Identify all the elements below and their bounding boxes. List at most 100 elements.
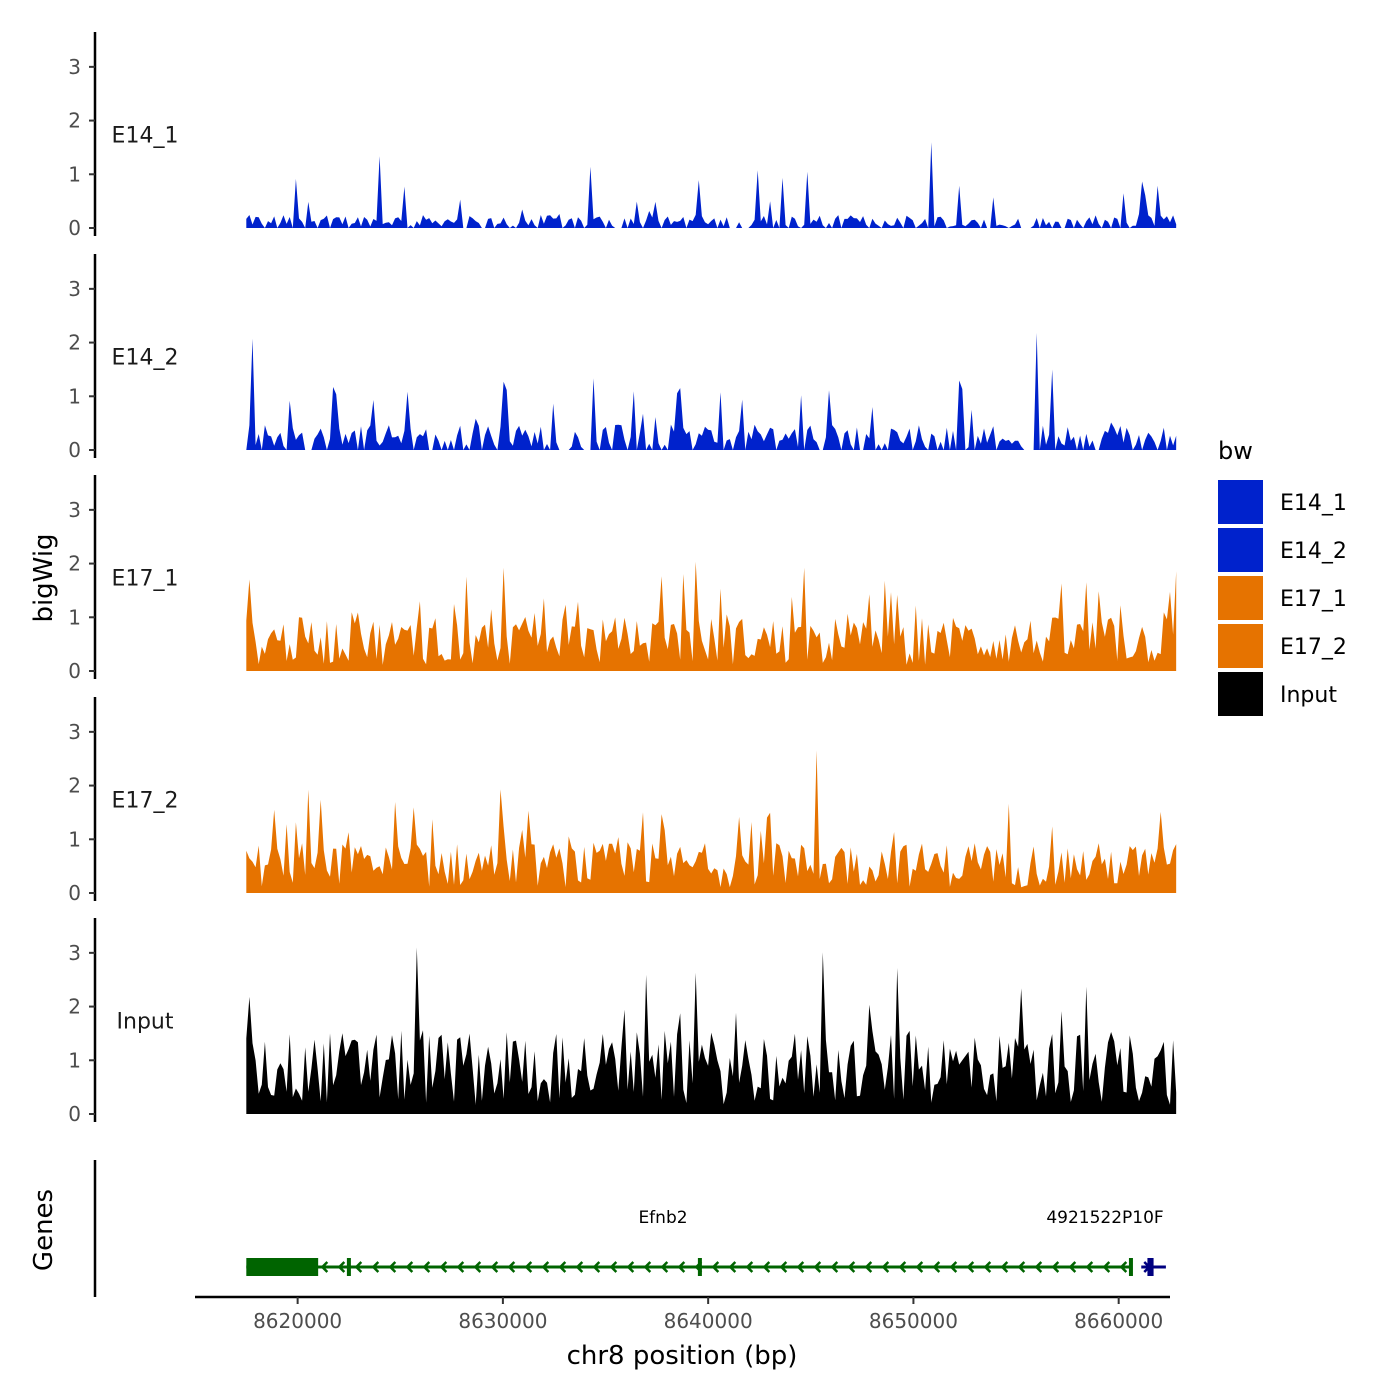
y-axis-title: bigWig <box>29 533 59 622</box>
strand-arrow <box>575 1261 584 1273</box>
exon <box>246 1258 319 1276</box>
track-label: E17_2 <box>112 789 179 814</box>
legend-label: E17_2 <box>1280 635 1347 660</box>
legend-swatch <box>1218 528 1263 572</box>
exon <box>1147 1258 1154 1276</box>
strand-arrow <box>337 1261 346 1273</box>
y-tick-label: 3 <box>68 55 81 79</box>
track-label: E14_2 <box>112 346 179 371</box>
track-label: E17_1 <box>112 567 179 592</box>
strand-arrow <box>864 1261 873 1273</box>
strand-arrow <box>711 1261 720 1273</box>
x-axis: 8620000 8630000 8640000 8650000 8660000 <box>195 1295 1170 1333</box>
strand-arrow <box>405 1261 414 1273</box>
strand-arrow <box>1051 1261 1060 1273</box>
y-tick-label: 0 <box>68 216 81 240</box>
gene-4921522p10f: 4921522P10F <box>1046 1208 1166 1276</box>
y-tick-label: 1 <box>68 1048 81 1072</box>
y-tick-label: 1 <box>68 827 81 851</box>
strand-arrow <box>1017 1261 1026 1273</box>
y-tick-label: 2 <box>68 109 81 133</box>
legend-label: E17_1 <box>1280 587 1347 612</box>
genes-axis-title: Genes <box>29 1189 59 1271</box>
strand-arrow <box>1068 1261 1077 1273</box>
y-tick-label: 2 <box>68 995 81 1019</box>
exon <box>697 1258 702 1276</box>
y-tick-label: 2 <box>68 774 81 798</box>
y-tick-label: 3 <box>68 720 81 744</box>
coverage-tracks: 0 1 2 3 E14_1 0 1 2 3 E14_2 0 1 2 3 E17_1 0 1 2 3 E17_2 0 1 2 3… <box>68 32 1177 1126</box>
strand-arrow <box>473 1261 482 1273</box>
track-label: E14_1 <box>112 124 179 149</box>
gene-efnb2: Efnb2 <box>246 1208 1133 1276</box>
track-e17_2: 0 1 2 3 E17_2 <box>68 697 1177 905</box>
y-tick-label: 0 <box>68 1102 81 1126</box>
track-input: 0 1 2 3 Input <box>68 918 1177 1126</box>
strand-arrow <box>949 1261 958 1273</box>
legend-label: Input <box>1280 683 1337 708</box>
x-tick-label: 8620000 <box>253 1309 342 1333</box>
x-tick-label: 8660000 <box>1074 1309 1163 1333</box>
legend-label: E14_1 <box>1280 491 1347 516</box>
legend-swatch <box>1218 672 1263 716</box>
track-e14_1: 0 1 2 3 E14_1 <box>68 32 1177 240</box>
strand-arrow <box>660 1261 669 1273</box>
coverage-area <box>246 947 1177 1114</box>
coverage-area <box>246 561 1177 671</box>
strand-arrow <box>592 1261 601 1273</box>
coverage-area <box>246 332 1177 450</box>
strand-arrow <box>354 1261 363 1273</box>
legend-title: bw <box>1218 437 1253 465</box>
strand-arrow <box>847 1261 856 1273</box>
strand-arrow <box>456 1261 465 1273</box>
strand-arrow <box>320 1261 329 1273</box>
exon <box>1128 1258 1133 1276</box>
strand-arrow <box>1000 1261 1009 1273</box>
coverage-area <box>246 750 1177 893</box>
strand-arrow <box>915 1261 924 1273</box>
strand-arrow <box>983 1261 992 1273</box>
strand-arrow <box>558 1261 567 1273</box>
y-tick-label: 3 <box>68 941 81 965</box>
strand-arrow <box>762 1261 771 1273</box>
exon <box>346 1258 351 1276</box>
strand-arrow <box>779 1261 788 1273</box>
strand-arrow <box>490 1261 499 1273</box>
y-tick-label: 0 <box>68 438 81 462</box>
track-e17_1: 0 1 2 3 E17_1 <box>68 475 1177 683</box>
strand-arrow <box>932 1261 941 1273</box>
legend-label: E14_2 <box>1280 539 1347 564</box>
y-tick-label: 1 <box>68 605 81 629</box>
y-tick-label: 0 <box>68 659 81 683</box>
track-e14_2: 0 1 2 3 E14_2 <box>68 254 1177 462</box>
strand-arrow <box>796 1261 805 1273</box>
legend: bw E14_1 E14_2 E17_1 E17_2 Input <box>1218 437 1347 716</box>
y-tick-label: 2 <box>68 331 81 355</box>
strand-arrow <box>422 1261 431 1273</box>
strand-arrow <box>813 1261 822 1273</box>
strand-arrow <box>439 1261 448 1273</box>
coverage-area <box>246 142 1177 228</box>
strand-arrow <box>388 1261 397 1273</box>
strand-arrow <box>371 1261 380 1273</box>
x-axis-title: chr8 position (bp) <box>567 1341 798 1371</box>
y-tick-label: 1 <box>68 162 81 186</box>
y-tick-label: 2 <box>68 552 81 576</box>
strand-arrow <box>898 1261 907 1273</box>
legend-swatch <box>1218 480 1263 524</box>
y-tick-label: 3 <box>68 277 81 301</box>
strand-arrow <box>881 1261 890 1273</box>
strand-arrow <box>966 1261 975 1273</box>
strand-arrow <box>1085 1261 1094 1273</box>
strand-arrow <box>1119 1261 1128 1273</box>
gene-track: Efnb2 4921522P10F <box>93 1160 1166 1297</box>
strand-arrow <box>830 1261 839 1273</box>
y-tick-label: 3 <box>68 498 81 522</box>
x-tick-label: 8630000 <box>458 1309 547 1333</box>
y-tick-label: 1 <box>68 384 81 408</box>
strand-arrow <box>507 1261 516 1273</box>
strand-arrow <box>1102 1261 1111 1273</box>
strand-arrow <box>643 1261 652 1273</box>
x-tick-label: 8640000 <box>664 1309 753 1333</box>
